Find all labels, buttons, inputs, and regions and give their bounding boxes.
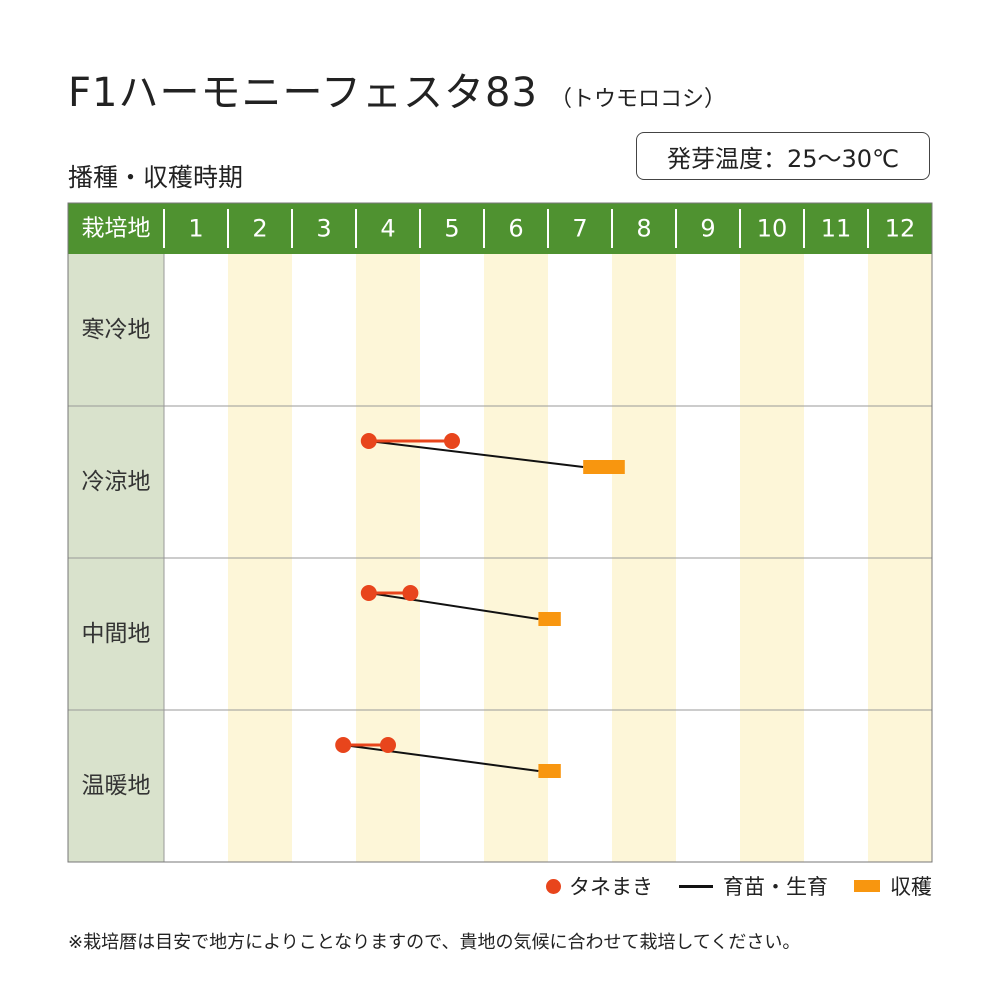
harvest-bar [538, 612, 561, 626]
header-region-label: 栽培地 [82, 216, 151, 242]
month-label-12: 12 [885, 215, 916, 243]
growing-line [343, 744, 539, 772]
section-label: 播種・収穫時期 [68, 163, 244, 192]
growing-line [368, 592, 539, 620]
month-label-11: 11 [821, 215, 852, 243]
sowing-end-dot [444, 433, 460, 449]
harvest-rect-icon [854, 880, 880, 892]
sowing-start-dot [335, 737, 352, 753]
legend-harvest: 収穫 [854, 871, 932, 901]
sowing-start-dot [360, 433, 377, 449]
legend-growing: 育苗・生育 [679, 871, 828, 901]
legend: タネまき 育苗・生育 収穫 [510, 870, 932, 902]
month-label-8: 8 [636, 215, 651, 243]
month-label-3: 3 [316, 215, 331, 243]
crop-name: （トウモロコシ） [549, 87, 726, 112]
legend-harvest-label: 収穫 [890, 875, 932, 899]
month-label-2: 2 [252, 215, 267, 243]
month-label-7: 7 [572, 215, 587, 243]
month-label-6: 6 [508, 215, 523, 243]
harvest-bar [538, 764, 561, 778]
month-label-4: 4 [380, 215, 395, 243]
variety-name: F1ハーモニーフェスタ83 [68, 70, 538, 116]
region-label-4: 温暖地 [82, 773, 151, 799]
harvest-bar [583, 460, 625, 474]
growing-line-icon [679, 884, 713, 888]
growing-line [368, 440, 584, 468]
sowing-start-dot [360, 585, 377, 601]
header-row [68, 203, 932, 254]
legend-sowing-label: タネまき [569, 875, 653, 899]
germination-temp-box: 発芽温度：25～30℃ [636, 132, 930, 180]
month-label-5: 5 [444, 215, 459, 243]
region-label-1: 寒冷地 [82, 317, 151, 343]
sowing-dot-icon [546, 878, 561, 894]
region-label-3: 中間地 [82, 621, 151, 647]
sowing-end-dot [380, 737, 396, 753]
month-label-9: 9 [700, 215, 715, 243]
legend-growing-label: 育苗・生育 [723, 875, 828, 899]
sowing-end-dot [402, 585, 419, 601]
footnote: ※栽培暦は目安で地方によりことなりますので、貴地の気候に合わせて栽培してください… [68, 932, 801, 953]
month-label-1: 1 [188, 215, 203, 243]
chart-border [67, 202, 933, 863]
month-label-10: 10 [757, 215, 788, 243]
region-label-2: 冷涼地 [82, 469, 151, 495]
chart-title: F1ハーモニーフェスタ83 （トウモロコシ） [68, 60, 726, 118]
legend-sowing: タネまき [546, 871, 653, 901]
